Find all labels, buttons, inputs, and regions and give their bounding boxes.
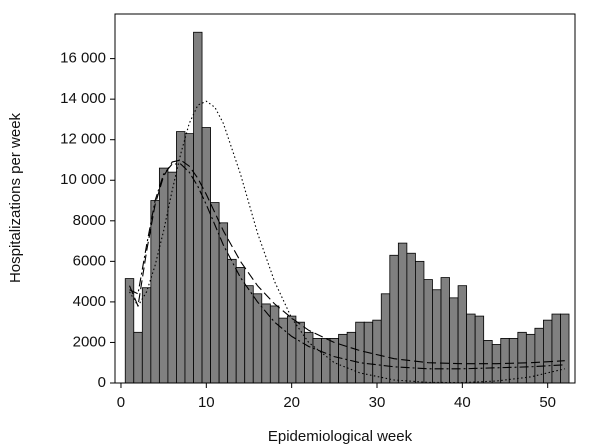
bar bbox=[397, 242, 408, 384]
y-axis-label: Hospitalizations per week bbox=[7, 112, 24, 283]
bar bbox=[534, 327, 544, 384]
bar bbox=[551, 313, 561, 384]
x-tick-label: 30 bbox=[369, 394, 386, 411]
bar bbox=[560, 313, 570, 384]
y-tick-label: 2000 bbox=[73, 333, 106, 350]
bar bbox=[380, 293, 391, 384]
fit-curve bbox=[129, 100, 565, 384]
bar bbox=[508, 337, 519, 384]
x-tick-label: 10 bbox=[198, 394, 215, 411]
bar bbox=[286, 315, 297, 384]
bar bbox=[449, 297, 459, 384]
bar bbox=[227, 258, 237, 384]
bar bbox=[338, 333, 348, 384]
x-axis-label: Epidemiological week bbox=[268, 428, 413, 445]
bar bbox=[517, 331, 527, 384]
y-tick-label: 10 000 bbox=[60, 171, 106, 188]
bar bbox=[252, 293, 263, 384]
y-tick-label: 4000 bbox=[73, 293, 106, 310]
bar bbox=[201, 127, 211, 384]
bar bbox=[158, 167, 169, 384]
bar bbox=[500, 337, 510, 384]
bar bbox=[321, 337, 331, 384]
bar bbox=[466, 313, 476, 384]
bar bbox=[346, 331, 357, 384]
bar bbox=[133, 331, 143, 384]
y-tick-label: 12 000 bbox=[60, 131, 106, 148]
bar bbox=[415, 260, 425, 384]
bar bbox=[278, 317, 288, 384]
bar bbox=[389, 254, 399, 384]
y-tick-label: 6000 bbox=[73, 252, 106, 269]
bar bbox=[141, 287, 152, 384]
y-tick-label: 8000 bbox=[73, 212, 106, 229]
bar bbox=[193, 31, 203, 384]
x-tick-label: 50 bbox=[539, 394, 556, 411]
bar bbox=[124, 278, 135, 384]
x-tick-label: 40 bbox=[454, 394, 471, 411]
bar bbox=[210, 202, 220, 384]
y-tick-label: 14 000 bbox=[60, 90, 106, 107]
bar bbox=[269, 305, 280, 384]
y-tick-label: 16 000 bbox=[60, 50, 106, 67]
bar bbox=[329, 337, 339, 384]
bar bbox=[423, 279, 433, 384]
fit-curve bbox=[128, 159, 565, 365]
fit-curve bbox=[129, 163, 565, 370]
bar bbox=[176, 131, 186, 384]
bar bbox=[372, 319, 382, 384]
plot-frame bbox=[114, 13, 576, 384]
bar bbox=[406, 252, 416, 384]
bar bbox=[295, 321, 305, 384]
bar bbox=[150, 200, 160, 384]
x-tick-label: 0 bbox=[117, 394, 125, 411]
bar bbox=[474, 315, 485, 384]
bar bbox=[304, 331, 314, 384]
bar bbox=[235, 267, 246, 384]
bar bbox=[312, 337, 322, 384]
bar bbox=[218, 222, 229, 384]
y-tick-label: 0 bbox=[98, 374, 106, 391]
bar bbox=[440, 277, 450, 384]
x-tick-label: 20 bbox=[283, 394, 300, 411]
bar bbox=[483, 340, 493, 384]
bar bbox=[244, 285, 254, 384]
